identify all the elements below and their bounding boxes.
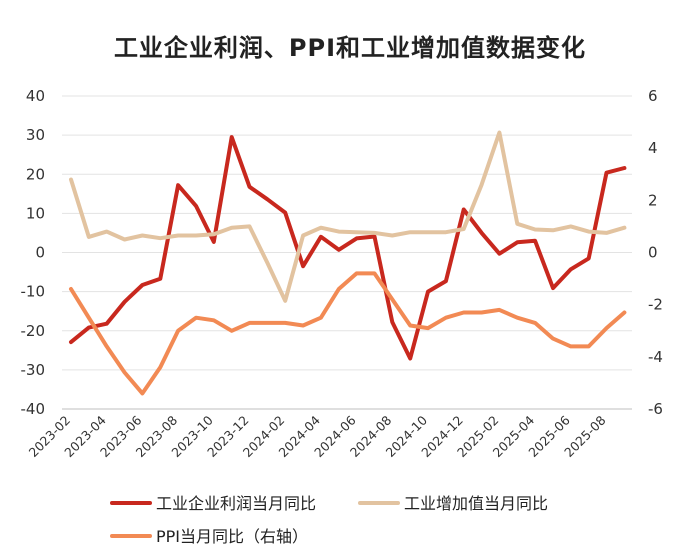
y-left-tick-label: -20 bbox=[21, 322, 46, 340]
y-left-tick-label: 20 bbox=[26, 165, 45, 183]
chart-title: 工业企业利润、PPI和工业增加值数据变化 bbox=[113, 34, 587, 62]
y-right-tick-label: -2 bbox=[648, 296, 663, 314]
right-axis: -6 -4 -2 0 2 4 6 bbox=[648, 87, 663, 418]
x-axis: 2023-022023-042023-062023-082023-102023-… bbox=[26, 408, 632, 460]
y-left-tick-label: -10 bbox=[21, 283, 46, 301]
grid-lines bbox=[62, 95, 632, 410]
y-left-tick-label: 40 bbox=[26, 87, 45, 105]
y-left-tick-label: -40 bbox=[21, 400, 46, 418]
series-line-1 bbox=[69, 135, 627, 361]
legend: 工业企业利润当月同比 工业增加值当月同比 PPI当月同比（右轴） bbox=[110, 494, 548, 546]
series-lines bbox=[69, 130, 627, 396]
legend-label: PPI当月同比（右轴） bbox=[156, 527, 308, 546]
y-right-tick-label: 4 bbox=[648, 139, 658, 157]
y-left-tick-label: 30 bbox=[26, 126, 45, 144]
y-right-tick-label: 0 bbox=[648, 244, 658, 262]
legend-label: 工业增加值当月同比 bbox=[404, 494, 548, 513]
y-right-tick-label: -6 bbox=[648, 400, 663, 418]
legend-label: 工业企业利润当月同比 bbox=[156, 494, 316, 513]
y-left-tick-label: 0 bbox=[35, 244, 45, 262]
y-right-tick-label: -4 bbox=[648, 348, 663, 366]
y-right-tick-label: 6 bbox=[648, 87, 658, 105]
y-left-tick-label: -30 bbox=[21, 361, 46, 379]
series-line-3 bbox=[69, 271, 627, 396]
y-left-tick-label: 10 bbox=[26, 204, 45, 222]
left-axis: -40 -30 -20 -10 0 10 20 30 40 bbox=[21, 87, 46, 418]
y-right-tick-label: 2 bbox=[648, 191, 658, 209]
series-line-2 bbox=[69, 130, 627, 303]
